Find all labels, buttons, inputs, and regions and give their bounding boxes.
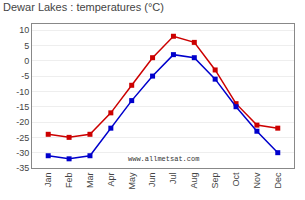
- svg-text:Nov: Nov: [252, 172, 262, 189]
- svg-text:-10: -10: [16, 87, 29, 97]
- svg-text:Apr: Apr: [106, 173, 116, 187]
- svg-text:Sep: Sep: [210, 173, 220, 189]
- svg-text:-35: -35: [16, 163, 29, 173]
- svg-text:May: May: [127, 172, 137, 190]
- svg-text:Jan: Jan: [43, 173, 53, 188]
- svg-text:Jun: Jun: [147, 173, 157, 188]
- svg-text:10: 10: [19, 25, 29, 35]
- svg-text:Dec: Dec: [273, 172, 283, 189]
- svg-text:Aug: Aug: [189, 173, 199, 189]
- svg-text:-5: -5: [21, 71, 29, 81]
- svg-text:Oct: Oct: [231, 172, 241, 187]
- svg-text:-25: -25: [16, 133, 29, 143]
- svg-text:-15: -15: [16, 102, 29, 112]
- svg-text:Feb: Feb: [64, 173, 74, 189]
- svg-text:-20: -20: [16, 117, 29, 127]
- svg-text:0: 0: [24, 56, 29, 66]
- svg-text:www.allmetsat.com: www.allmetsat.com: [128, 155, 199, 163]
- svg-text:5: 5: [24, 41, 29, 51]
- svg-text:Dewar Lakes : temperatures (°C: Dewar Lakes : temperatures (°C): [3, 1, 164, 13]
- svg-text:Mar: Mar: [85, 173, 95, 189]
- svg-text:-30: -30: [16, 148, 29, 158]
- svg-text:Jul: Jul: [168, 173, 178, 185]
